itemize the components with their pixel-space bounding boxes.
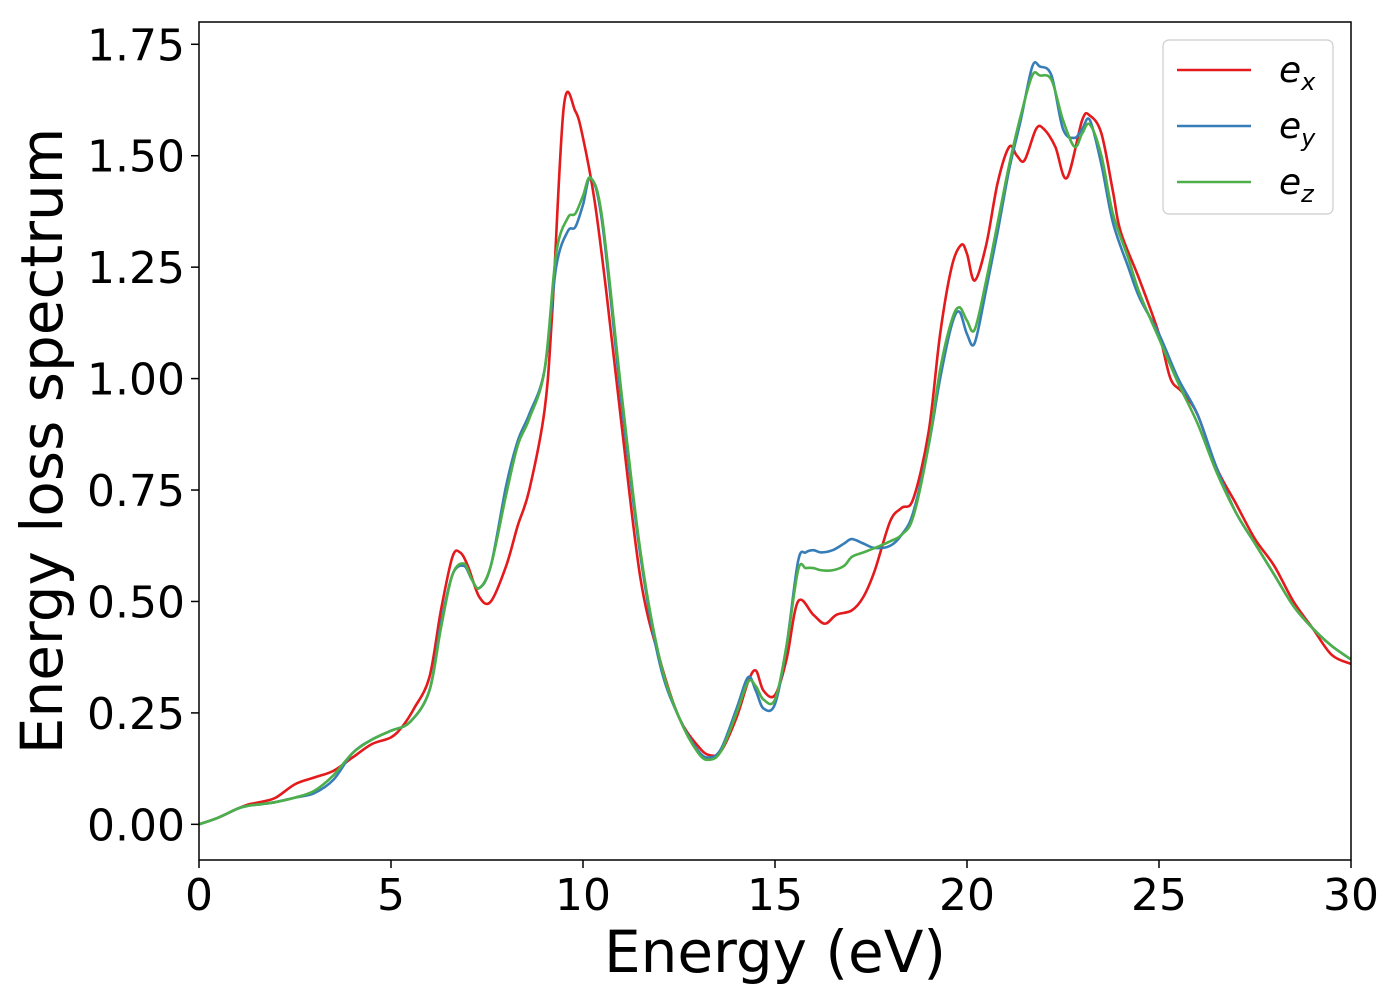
x-axis-title: Energy (eV) bbox=[604, 918, 946, 986]
x-tick-label: 10 bbox=[555, 870, 611, 921]
y-tick-label: 0.00 bbox=[87, 800, 185, 851]
y-tick-label: 1.00 bbox=[87, 355, 185, 406]
y-tick-label: 0.25 bbox=[87, 689, 185, 740]
x-tick-label: 30 bbox=[1323, 870, 1379, 921]
y-axis-title: Energy loss spectrum bbox=[8, 128, 76, 754]
legend-label-subscript: z bbox=[1300, 180, 1315, 208]
series-line-z bbox=[199, 71, 1351, 826]
x-tick-label: 5 bbox=[377, 870, 405, 921]
legend-label-base: e bbox=[1279, 50, 1301, 91]
x-tick-label: 15 bbox=[747, 870, 803, 921]
legend-label-y: ey bbox=[1279, 106, 1316, 152]
legend-label-z: ez bbox=[1279, 162, 1315, 208]
y-axis-ticks: 0.00 0.25 0.50 0.75 1.00 1.25 1.50 1.75 bbox=[87, 20, 199, 851]
y-tick-label: 0.75 bbox=[87, 466, 185, 517]
y-tick-label: 0.50 bbox=[87, 577, 185, 628]
x-axis-ticks: 0 5 10 15 20 25 30 bbox=[185, 860, 1379, 921]
x-tick-label: 25 bbox=[1131, 870, 1187, 921]
series-line-x bbox=[199, 90, 1351, 826]
legend-label-subscript: y bbox=[1300, 124, 1316, 152]
x-tick-label: 0 bbox=[185, 870, 213, 921]
legend-label-x: ex bbox=[1279, 50, 1316, 96]
y-tick-label: 1.50 bbox=[87, 132, 185, 183]
series-layer bbox=[199, 60, 1351, 826]
legend-label-base: e bbox=[1279, 106, 1301, 147]
y-tick-label: 1.25 bbox=[87, 243, 185, 294]
x-tick-label: 20 bbox=[939, 870, 995, 921]
legend-label-subscript: x bbox=[1300, 68, 1316, 96]
y-tick-label: 1.75 bbox=[87, 20, 185, 71]
legend-label-base: e bbox=[1279, 162, 1301, 203]
